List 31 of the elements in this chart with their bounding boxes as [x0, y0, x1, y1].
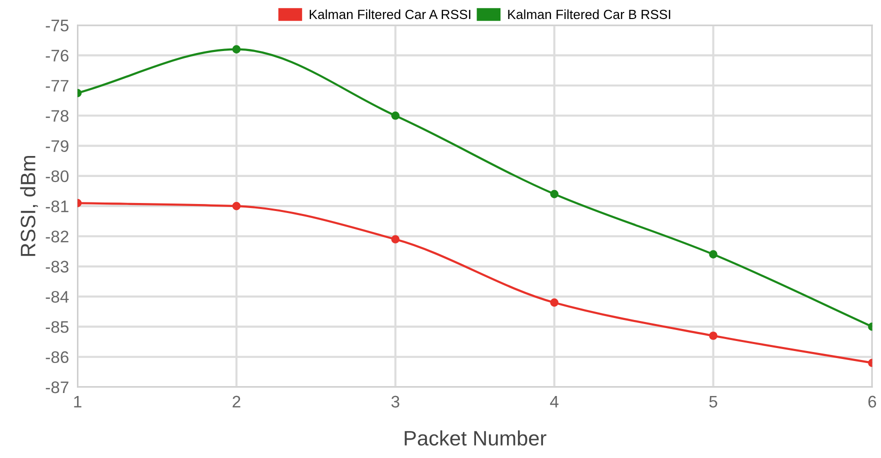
y-tick-label: -84: [46, 290, 69, 303]
point: [550, 190, 558, 198]
point: [550, 298, 558, 307]
legend-label: Kalman Filtered Car A RSSI: [310, 9, 470, 20]
y-axis-title: RSSI, dBm: [20, 156, 38, 256]
point: [232, 202, 241, 210]
x-tick-label: 5: [709, 396, 718, 408]
x-tick-label: 4: [550, 396, 558, 408]
point: [391, 111, 400, 120]
y-tick-label: -86: [46, 351, 68, 364]
y-tick-label: -77: [46, 80, 68, 92]
y-tick-label: -83: [46, 260, 68, 273]
point: [232, 45, 241, 54]
y-tick-label: -79: [46, 140, 68, 152]
x-tick-label: 2: [232, 396, 240, 408]
point: [709, 332, 718, 340]
y-tick-label: -85: [46, 321, 68, 333]
y-tick-label: -82: [46, 230, 68, 242]
y-tick-label: -75: [46, 20, 68, 32]
y-tick-label: -76: [46, 50, 68, 62]
legend-label: Kalman Filtered Car B RSSI: [508, 9, 670, 20]
point: [391, 235, 400, 244]
y-tick-label: -78: [46, 110, 68, 122]
y-tick-label: -87: [46, 381, 68, 394]
x-tick-label: 6: [868, 396, 876, 408]
y-tick-label: -81: [46, 200, 68, 212]
x-tick-label: 3: [391, 396, 400, 408]
x-tick-label: 1: [74, 396, 82, 408]
x-axis-title: Packet Number: [404, 430, 546, 446]
point: [709, 250, 718, 259]
y-tick-label: -80: [46, 170, 69, 182]
